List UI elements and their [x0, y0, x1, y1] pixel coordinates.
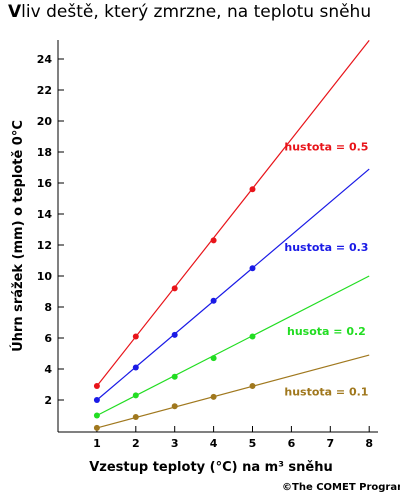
y-tick-label: 22 — [37, 84, 52, 97]
x-tick-label: 8 — [365, 437, 373, 450]
data-point — [93, 383, 100, 390]
data-point — [132, 392, 139, 399]
series-label: hustota = 0.1 — [284, 385, 368, 398]
series-line — [96, 354, 370, 429]
data-point — [249, 383, 256, 390]
x-tick-label: 6 — [288, 437, 296, 450]
data-point — [249, 186, 256, 193]
data-point — [249, 265, 256, 272]
data-point — [132, 333, 139, 340]
series-line — [96, 168, 370, 401]
series-line — [96, 275, 370, 417]
y-tick-label: 16 — [37, 177, 53, 190]
y-tick-label: 8 — [44, 301, 52, 314]
data-point — [132, 364, 139, 371]
y-tick-label: 4 — [44, 363, 52, 376]
x-tick-label: 5 — [249, 437, 257, 450]
data-point — [171, 403, 178, 410]
y-tick-label: 14 — [37, 208, 53, 221]
series-1: hustota = 0.5 — [93, 40, 370, 390]
y-tick-label: 20 — [37, 115, 53, 128]
y-tick-label: 2 — [44, 394, 52, 407]
data-point — [249, 333, 256, 340]
series-label: husota = 0.2 — [287, 325, 366, 338]
y-tick-label: 12 — [37, 239, 52, 252]
series-2: hustota = 0.3 — [93, 168, 370, 403]
title-rest: liv deště, který zmrzne, na teplotu sněh… — [21, 2, 372, 22]
y-tick-label: 24 — [37, 53, 53, 66]
series-label: hustota = 0.5 — [284, 140, 368, 153]
data-point — [210, 297, 217, 304]
data-point — [93, 424, 100, 431]
y-axis-title: Úhrn srážek (mm) o teplotě 0°C — [10, 120, 26, 352]
series-label: hustota = 0.3 — [284, 241, 368, 254]
x-tick-label: 3 — [171, 437, 179, 450]
x-axis-title: Vzestup teploty (°C) na m³ sněhu — [89, 460, 333, 475]
data-point — [210, 393, 217, 400]
data-point — [171, 285, 178, 292]
x-tick-label: 7 — [326, 437, 334, 450]
data-point — [132, 414, 139, 421]
series-layer: hustota = 0.5 hustota = 0.3 husota = 0.2 hu… — [93, 40, 370, 431]
data-point — [210, 355, 217, 362]
chart-title: Vliv deště, který zmrzne, na teplotu sně… — [8, 2, 371, 22]
x-tick-label: 4 — [210, 437, 218, 450]
series-4: hustota = 0.1 — [93, 354, 370, 431]
series-3: husota = 0.2 — [93, 275, 370, 419]
data-point — [210, 237, 217, 244]
data-point — [171, 373, 178, 380]
series-line — [96, 40, 370, 387]
y-tick-label: 10 — [37, 270, 53, 283]
data-point — [93, 397, 100, 403]
copyright-credit: ©The COMET Program — [282, 482, 400, 493]
x-tick-label: 1 — [93, 437, 101, 450]
data-point — [93, 412, 100, 419]
y-tick-label: 6 — [44, 332, 52, 345]
x-tick-label: 2 — [132, 437, 140, 450]
data-point — [171, 331, 178, 338]
y-tick-label: 18 — [37, 146, 52, 159]
title-first-letter: V — [8, 2, 22, 22]
